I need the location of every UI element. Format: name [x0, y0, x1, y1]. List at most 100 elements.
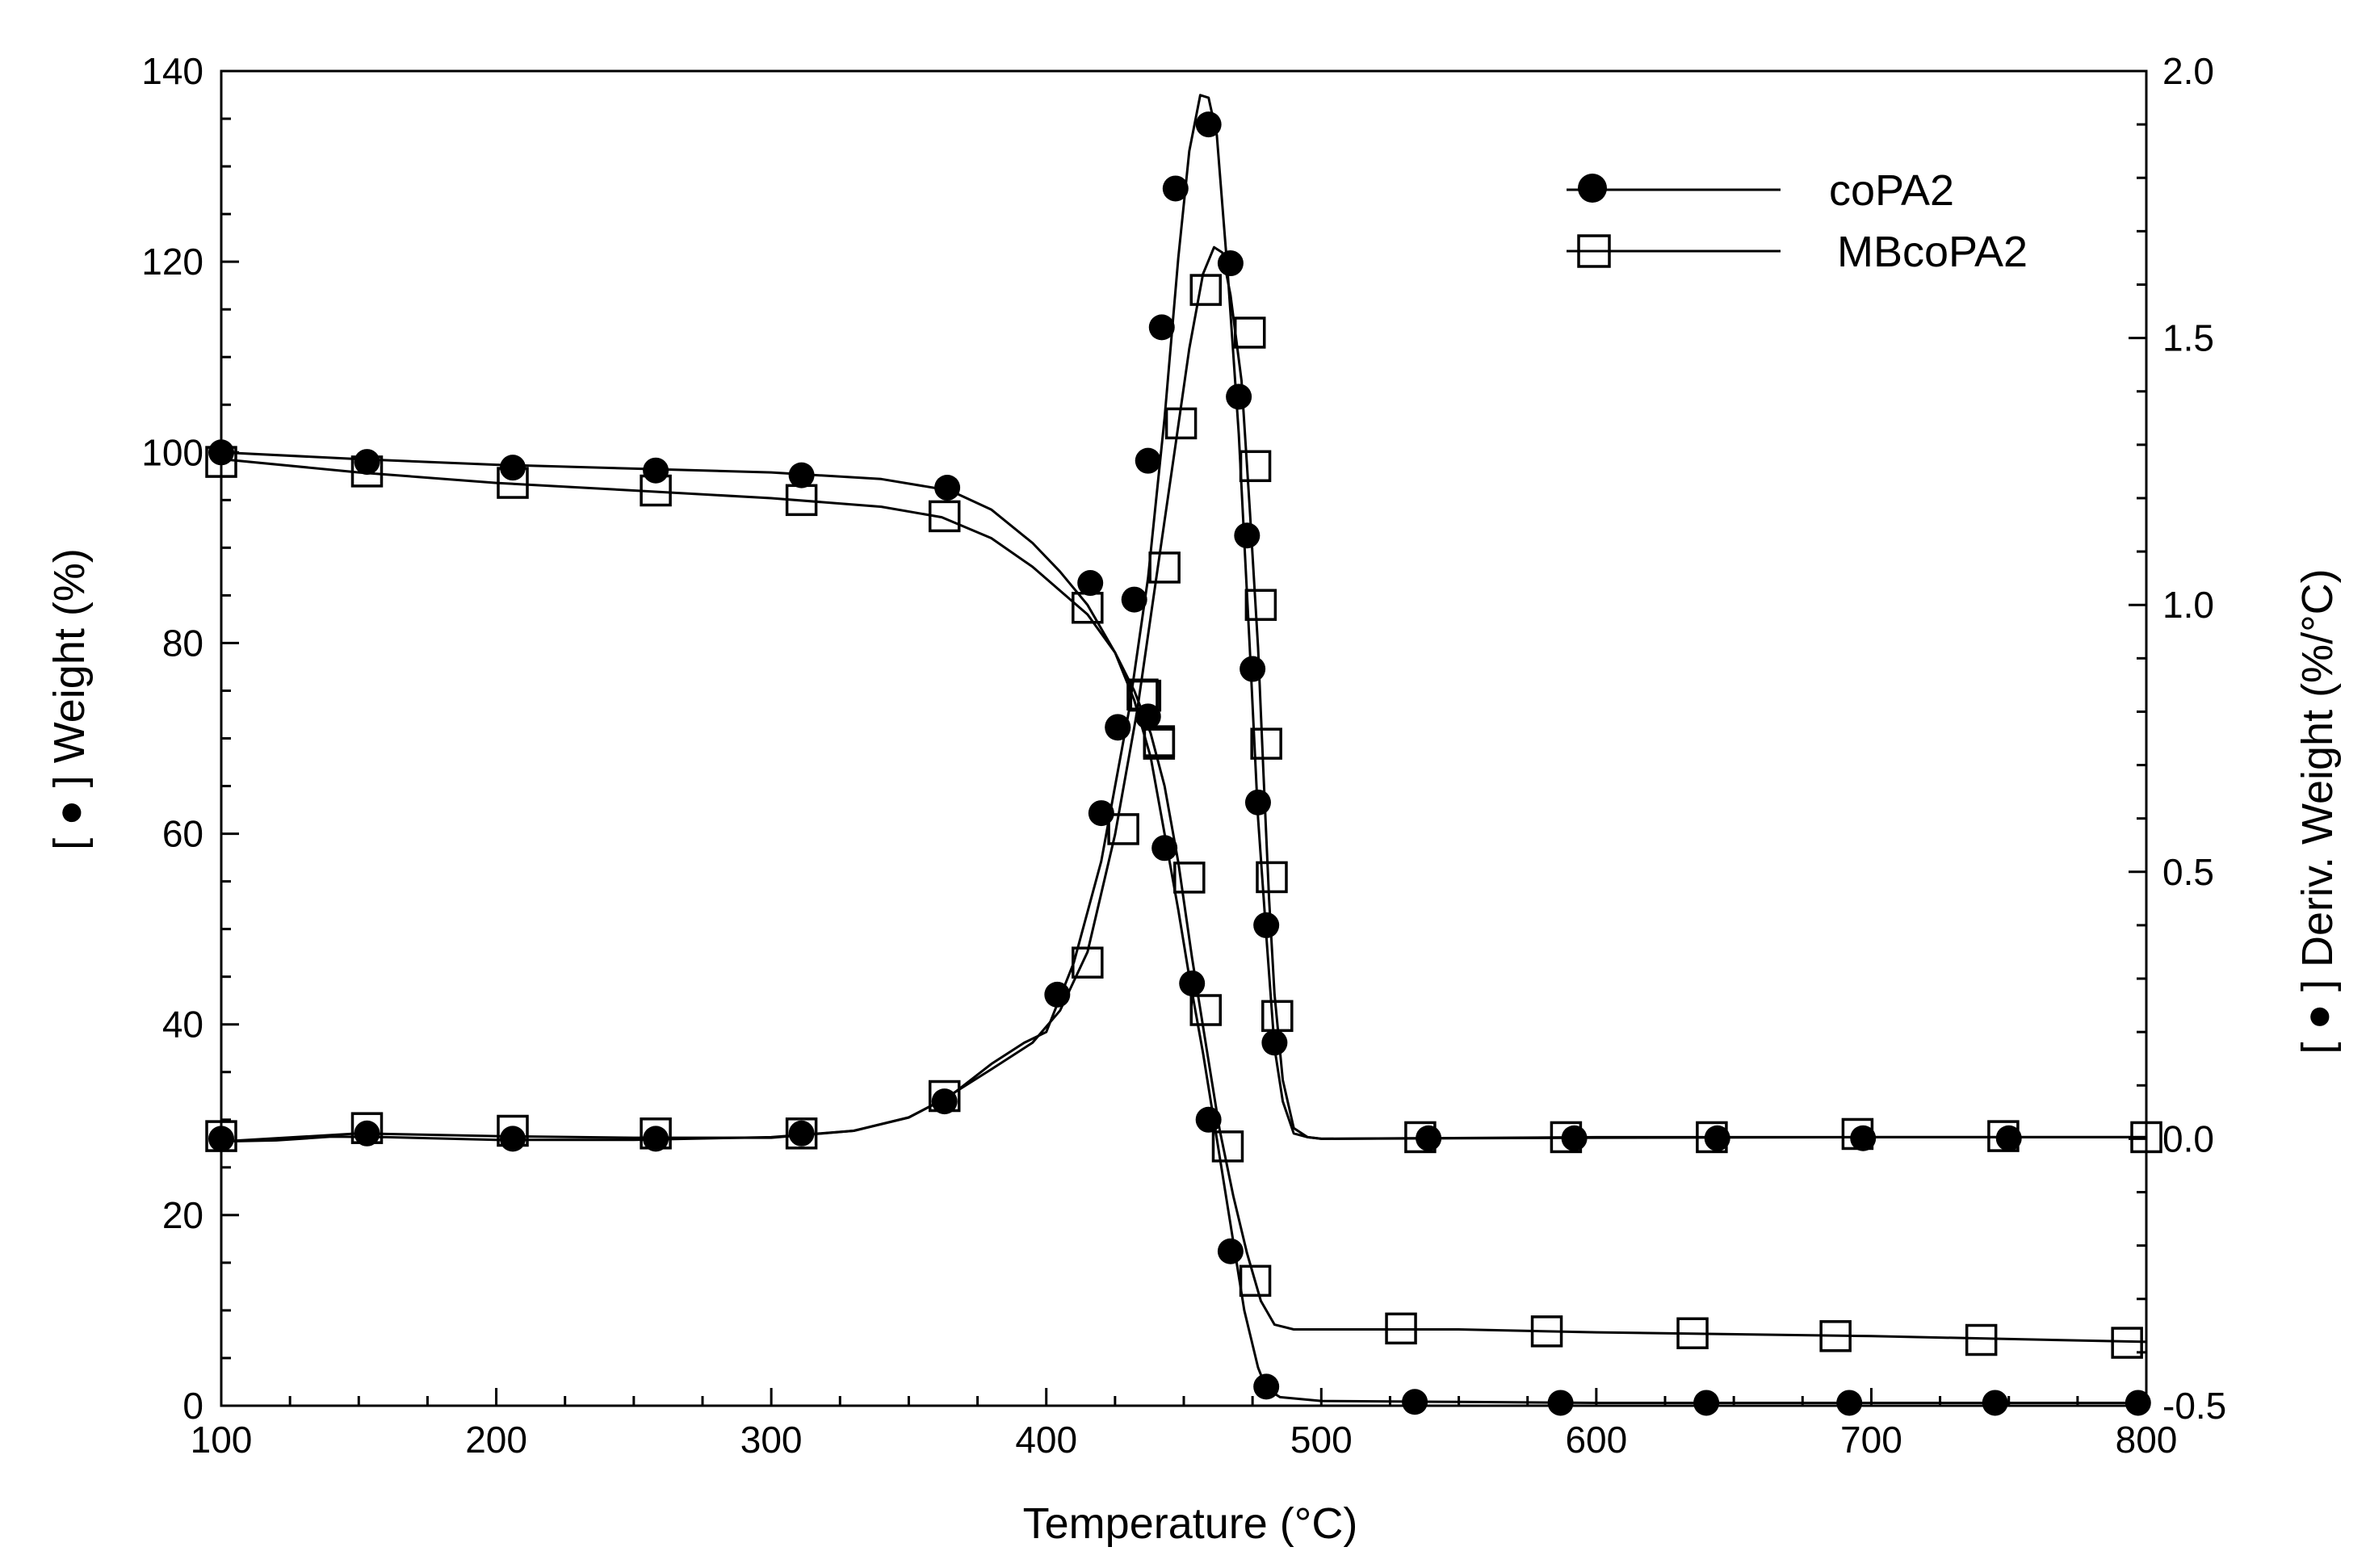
- y-left-tick-label: 100: [141, 431, 203, 473]
- marker-copa2-weight: [1077, 570, 1104, 597]
- marker-mbcopa2-derivative: [1143, 727, 1176, 760]
- marker-mbcopa2-weight: [1385, 1312, 1417, 1345]
- marker-copa2-weight: [2125, 1390, 2151, 1416]
- marker-copa2-derivative: [1162, 175, 1189, 202]
- marker-mbcopa2-weight: [1173, 862, 1206, 894]
- marker-copa2-weight: [1179, 970, 1206, 996]
- marker-mbcopa2-derivative: [1072, 946, 1104, 979]
- x-tick-label: 500: [1290, 1419, 1353, 1461]
- marker-mbcopa2-derivative: [1261, 1000, 1294, 1033]
- y-left-tick-label: 60: [162, 813, 203, 855]
- marker-copa2-derivative: [1261, 1029, 1288, 1056]
- marker-mbcopa2-weight: [1530, 1315, 1563, 1348]
- marker-copa2-weight: [1982, 1390, 2008, 1416]
- marker-mbcopa2-derivative: [928, 1080, 961, 1113]
- marker-copa2-derivative: [1995, 1125, 2022, 1151]
- y-left-tick-label: 40: [162, 1004, 203, 1046]
- marker-mbcopa2-weight: [2111, 1327, 2143, 1359]
- marker-mbcopa2-derivative: [350, 1112, 384, 1144]
- marker-mbcopa2-derivative: [1189, 274, 1222, 306]
- marker-mbcopa2-derivative: [1696, 1121, 1728, 1154]
- marker-mbcopa2-derivative: [640, 1117, 672, 1150]
- tick-labels: 100 200 300 400 500 600 700 800 0 20 40 60 80 100 120 1…: [141, 50, 2226, 1461]
- marker-mbcopa2-derivative: [785, 1117, 818, 1150]
- y-right-tick-label: 2.0: [2162, 50, 2214, 92]
- marker-copa2-weight: [1402, 1389, 1428, 1415]
- marker-mbcopa2-derivative: [1404, 1121, 1437, 1154]
- curve-copa2-weight: [220, 451, 2146, 1404]
- marker-mbcopa2-derivative: [1164, 407, 1198, 440]
- marker-mbcopa2-weight: [1676, 1317, 1709, 1350]
- legend-label-mbcopa2: MBcoPA2: [1837, 228, 2028, 276]
- marker-mbcopa2-weight: [1239, 1264, 1272, 1298]
- plot-frame: [220, 69, 2148, 1407]
- legend-marker-mbcopa2: [1577, 234, 1611, 268]
- marker-copa2-weight: [1693, 1390, 1720, 1416]
- marker-mbcopa2-derivative: [1256, 861, 1288, 894]
- marker-mbcopa2-derivative: [1550, 1121, 1583, 1154]
- y-axis-right-title: [ ● ] Deriv. Weight (%/°C): [2293, 568, 2342, 1054]
- marker-copa2-weight: [788, 462, 815, 488]
- marker-copa2-derivative: [1105, 715, 1131, 741]
- marker-mbcopa2-derivative: [497, 1114, 529, 1147]
- marker-mbcopa2-weight: [785, 484, 818, 517]
- y-left-tick-label: 120: [141, 241, 203, 283]
- y-right-tick-label: -0.5: [2162, 1385, 2226, 1427]
- marker-copa2-derivative: [1561, 1125, 1588, 1151]
- marker-mbcopa2-weight: [1819, 1320, 1852, 1352]
- marker-mbcopa2-derivative: [1841, 1117, 1874, 1151]
- marker-mbcopa2-derivative: [1129, 679, 1162, 712]
- marker-copa2-derivative: [931, 1088, 958, 1115]
- markers: [205, 111, 2162, 1416]
- y-right-tick-label: 1.5: [2162, 317, 2214, 359]
- marker-copa2-derivative: [788, 1120, 815, 1147]
- marker-mbcopa2-weight: [497, 467, 529, 499]
- legend: coPA2 MBcoPA2: [1567, 166, 2028, 276]
- x-tick-label: 400: [1015, 1419, 1077, 1461]
- legend-marker-copa2: [1578, 174, 1607, 203]
- x-tick-label: 100: [191, 1419, 253, 1461]
- marker-mbcopa2-weight: [1072, 591, 1104, 624]
- curve-mbcopa2-derivative: [220, 245, 2146, 1143]
- marker-mbcopa2-derivative: [1148, 551, 1181, 584]
- marker-copa2-derivative: [354, 1120, 380, 1147]
- marker-copa2-derivative: [1195, 111, 1222, 138]
- marker-mbcopa2-derivative: [1233, 317, 1266, 349]
- marker-copa2-weight: [1217, 1238, 1244, 1264]
- x-tick-label: 200: [465, 1419, 527, 1461]
- marker-copa2-derivative: [1226, 384, 1252, 410]
- marker-copa2-derivative: [1088, 800, 1114, 827]
- y-left-tick-label: 140: [141, 50, 203, 92]
- x-tick-label: 800: [2116, 1419, 2178, 1461]
- marker-copa2-weight: [643, 457, 669, 484]
- marker-mbcopa2-weight: [350, 455, 384, 488]
- y-axis-left-title: [ ● ] Weight (%): [45, 548, 94, 850]
- marker-copa2-weight: [1151, 835, 1178, 862]
- marker-copa2-derivative: [1148, 314, 1175, 341]
- curve-mbcopa2-weight: [220, 458, 2147, 1344]
- x-tick-label: 300: [740, 1419, 803, 1461]
- y-left-tick-label: 0: [182, 1385, 203, 1427]
- marker-mbcopa2-weight: [640, 474, 672, 507]
- marker-copa2-derivative: [1217, 250, 1244, 277]
- marker-copa2-derivative: [1244, 789, 1271, 815]
- marker-copa2-derivative: [1240, 656, 1266, 682]
- curves: [220, 94, 2147, 1404]
- y-left-tick-label: 20: [162, 1194, 203, 1236]
- marker-copa2-derivative: [643, 1126, 669, 1152]
- marker-mbcopa2-weight: [1211, 1130, 1244, 1163]
- marker-copa2-derivative: [1850, 1125, 1877, 1151]
- marker-mbcopa2-weight: [1189, 994, 1222, 1026]
- marker-copa2-derivative: [1234, 522, 1261, 549]
- marker-mbcopa2-derivative: [1107, 813, 1139, 845]
- marker-mbcopa2-weight: [1965, 1323, 1998, 1356]
- y-right-tick-label: 1.0: [2162, 584, 2214, 626]
- marker-copa2-weight: [1253, 1373, 1280, 1400]
- marker-copa2-derivative: [1121, 586, 1147, 613]
- y-left-tick-label: 80: [162, 622, 203, 664]
- legend-label-copa2: coPA2: [1829, 166, 1954, 215]
- marker-copa2-weight: [1195, 1106, 1222, 1133]
- marker-mbcopa2-derivative: [1244, 589, 1277, 621]
- marker-copa2-weight: [1836, 1390, 1863, 1416]
